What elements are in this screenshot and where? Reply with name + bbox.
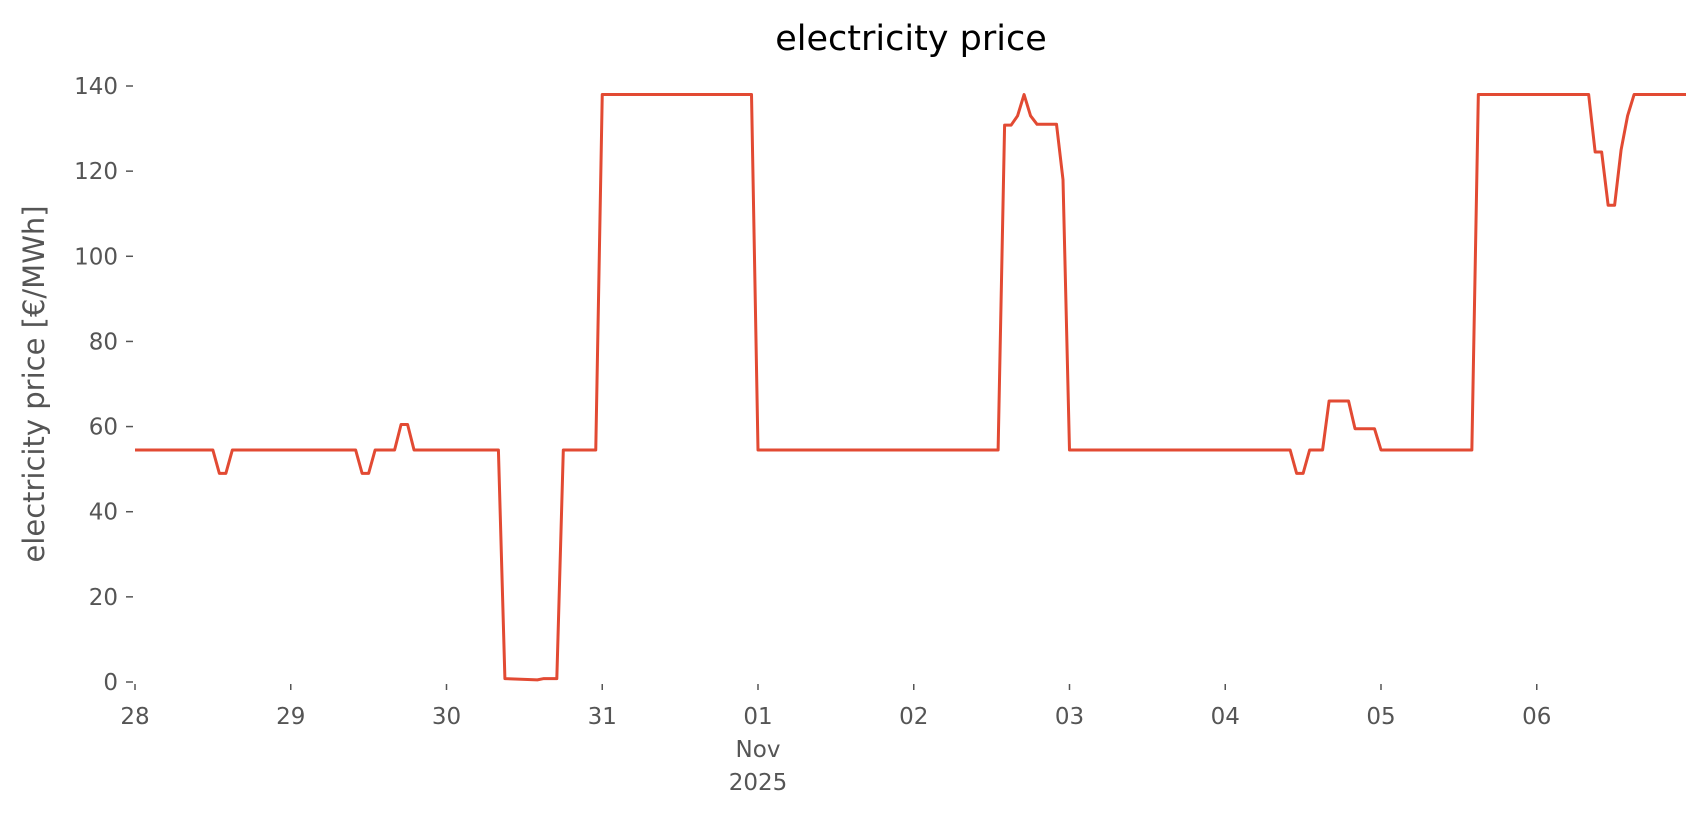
y-tick-label: 20 bbox=[89, 585, 118, 611]
chart-title: electricity price bbox=[775, 19, 1047, 59]
x-tick-label: 03 bbox=[1055, 704, 1084, 730]
x-tick-label: 29 bbox=[276, 704, 305, 730]
y-tick-label: 140 bbox=[74, 74, 118, 100]
y-tick-label: 60 bbox=[89, 415, 118, 441]
x-tick-label: 04 bbox=[1211, 704, 1240, 730]
x-tick-label: 05 bbox=[1366, 704, 1395, 730]
x-tick-label: 06 bbox=[1522, 704, 1551, 730]
y-tick-label: 40 bbox=[89, 500, 118, 526]
y-tick-label: 100 bbox=[74, 244, 118, 270]
y-tick-label: 80 bbox=[89, 329, 118, 355]
x-tick-label: 01 Nov 2025 bbox=[729, 704, 788, 796]
x-tick-label: 28 bbox=[120, 704, 149, 730]
price-line bbox=[135, 93, 1686, 682]
y-axis-label: electricity price [€/MWh] bbox=[17, 205, 51, 562]
x-tick-label: 31 bbox=[588, 704, 617, 730]
x-tick-label: 02 bbox=[899, 704, 928, 730]
y-tick-label: 120 bbox=[74, 159, 118, 185]
y-tick-label: 0 bbox=[103, 670, 118, 696]
x-tick-label: 30 bbox=[432, 704, 461, 730]
